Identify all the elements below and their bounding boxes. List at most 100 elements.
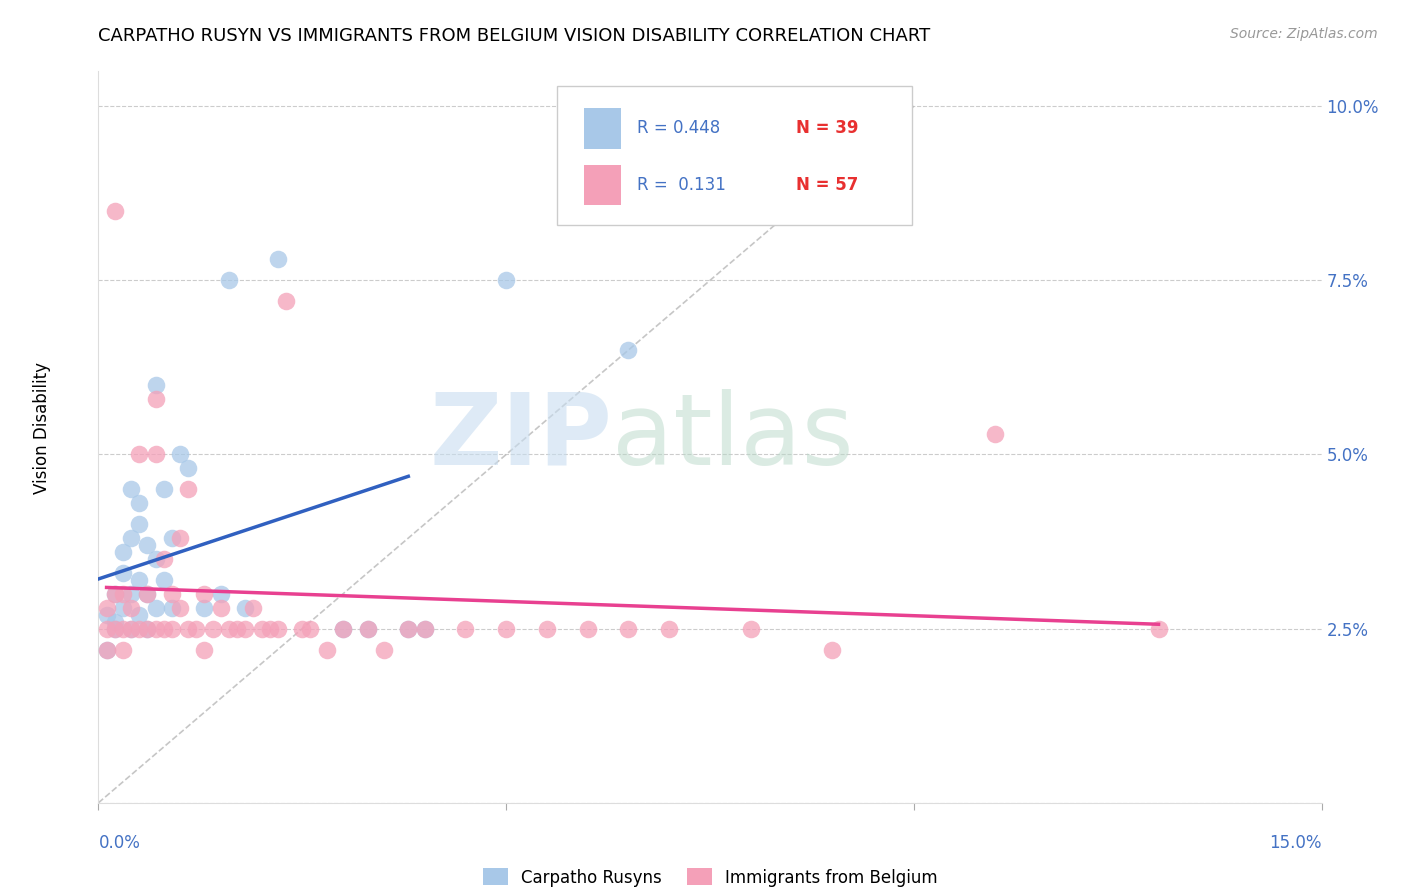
Text: Source: ZipAtlas.com: Source: ZipAtlas.com [1230,27,1378,41]
Point [201,622,224,636]
Point [291,622,314,636]
Point [495,273,517,287]
Point [617,622,640,636]
Text: 0.0%: 0.0% [98,834,141,852]
Point [152,552,174,566]
Point [536,622,558,636]
Point [96,607,118,622]
Point [128,573,150,587]
Point [299,622,322,636]
Point [136,538,159,552]
Point [96,622,118,636]
Point [128,517,150,532]
Point [152,622,174,636]
Text: N = 39: N = 39 [796,120,858,137]
Point [984,426,1007,441]
Point [145,392,167,406]
Point [160,622,183,636]
Point [96,642,118,657]
Point [242,600,264,615]
Point [128,622,150,636]
Point [104,587,127,601]
Point [454,622,477,636]
Point [145,377,167,392]
Point [169,448,191,462]
Point [136,587,159,601]
Point [152,573,174,587]
Point [145,448,167,462]
Point [259,622,281,636]
Point [274,294,297,309]
Point [332,622,354,636]
Point [821,642,844,657]
Point [160,600,183,615]
Point [120,600,142,615]
Point [413,622,436,636]
Point [177,461,200,475]
Point [356,622,378,636]
Point [396,622,419,636]
Point [136,587,159,601]
Point [233,622,256,636]
Point [267,252,290,267]
Point [145,552,167,566]
Point [160,587,183,601]
Point [111,622,134,636]
Point [120,531,142,545]
Point [177,483,200,497]
Point [186,622,208,636]
Point [111,587,134,601]
Point [226,622,249,636]
Point [658,622,681,636]
Point [96,600,118,615]
Point [111,545,134,559]
Point [104,587,127,601]
Point [617,343,640,357]
Point [193,600,215,615]
Legend: Carpatho Rusyns, Immigrants from Belgium: Carpatho Rusyns, Immigrants from Belgium [475,862,945,892]
Point [111,600,134,615]
Text: R =  0.131: R = 0.131 [637,176,725,194]
Point [128,607,150,622]
Point [576,622,599,636]
Point [120,587,142,601]
Point [315,642,337,657]
Point [396,622,419,636]
Point [356,622,378,636]
Point [250,622,273,636]
Text: N = 57: N = 57 [796,176,858,194]
Point [104,615,127,629]
FancyBboxPatch shape [557,86,912,225]
Text: R = 0.448: R = 0.448 [637,120,720,137]
Point [332,622,354,636]
Point [136,622,159,636]
Point [267,622,290,636]
Point [145,622,167,636]
Point [169,531,191,545]
Point [120,483,142,497]
Point [96,642,118,657]
Point [120,622,142,636]
Text: 15.0%: 15.0% [1270,834,1322,852]
Point [136,622,159,636]
Point [495,622,517,636]
Point [193,587,215,601]
Point [740,622,762,636]
Point [111,566,134,580]
Point [104,203,127,218]
Text: Vision Disability: Vision Disability [34,362,51,494]
Point [120,622,142,636]
Point [152,483,174,497]
Point [104,622,127,636]
Point [104,622,127,636]
Point [218,622,240,636]
Point [160,531,183,545]
Point [413,622,436,636]
Point [373,642,395,657]
Text: CARPATHO RUSYN VS IMMIGRANTS FROM BELGIUM VISION DISABILITY CORRELATION CHART: CARPATHO RUSYN VS IMMIGRANTS FROM BELGIU… [98,27,931,45]
Point [193,642,215,657]
Text: ZIP: ZIP [429,389,612,485]
Bar [583,165,620,205]
Point [1147,622,1170,636]
Text: atlas: atlas [612,389,853,485]
